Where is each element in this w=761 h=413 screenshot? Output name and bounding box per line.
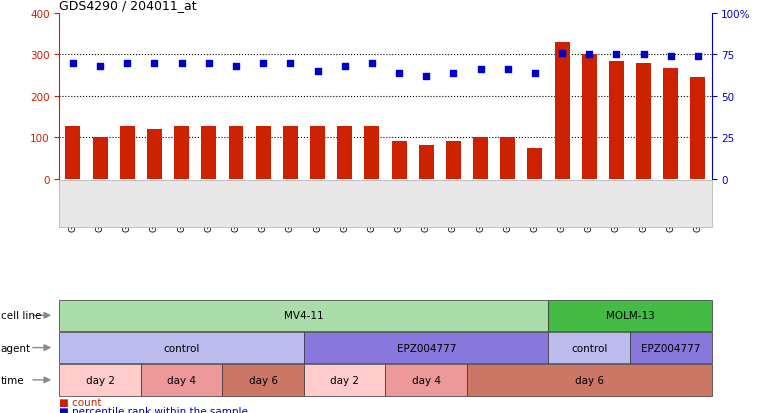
Point — [366, 60, 378, 67]
Text: EPZ004777: EPZ004777 — [396, 343, 456, 353]
Point — [339, 64, 351, 70]
Bar — [636, 64, 651, 180]
Bar — [527, 149, 543, 180]
Text: GDS4290 / 204011_at: GDS4290 / 204011_at — [59, 0, 197, 12]
Bar — [174, 126, 189, 180]
Point — [202, 60, 215, 67]
Text: ■ count: ■ count — [59, 397, 102, 407]
Text: cell line: cell line — [1, 311, 41, 320]
Bar — [93, 138, 107, 180]
Point — [230, 64, 242, 70]
Point — [556, 50, 568, 57]
Point — [257, 60, 269, 67]
Point — [148, 60, 161, 67]
Text: day 6: day 6 — [249, 375, 278, 385]
Text: control: control — [164, 343, 200, 353]
Bar — [365, 126, 379, 180]
Point — [529, 70, 541, 77]
Point — [447, 70, 460, 77]
Point — [393, 70, 405, 77]
Bar — [256, 126, 271, 180]
Bar — [500, 138, 515, 180]
Point — [583, 52, 595, 59]
Point — [474, 67, 486, 74]
Point — [311, 69, 323, 75]
Bar — [581, 55, 597, 180]
Point — [285, 60, 297, 67]
Point — [67, 60, 79, 67]
Bar — [664, 69, 678, 180]
Text: MV4-11: MV4-11 — [284, 311, 323, 320]
Bar — [473, 138, 488, 180]
Bar — [337, 126, 352, 180]
Text: ■ percentile rank within the sample: ■ percentile rank within the sample — [59, 406, 248, 413]
Bar — [310, 126, 325, 180]
Text: time: time — [1, 375, 24, 385]
Point — [664, 54, 677, 60]
Text: day 6: day 6 — [575, 375, 603, 385]
Point — [420, 74, 432, 80]
Bar — [609, 62, 624, 180]
Text: day 2: day 2 — [330, 375, 359, 385]
Text: day 2: day 2 — [86, 375, 115, 385]
Point — [638, 52, 650, 59]
Text: day 4: day 4 — [167, 375, 196, 385]
Bar — [65, 126, 81, 180]
Bar — [283, 126, 298, 180]
Point — [94, 64, 107, 70]
Bar — [119, 126, 135, 180]
Point — [501, 67, 514, 74]
Bar — [555, 43, 569, 180]
Bar — [147, 130, 162, 180]
Text: control: control — [571, 343, 607, 353]
Text: agent: agent — [1, 343, 31, 353]
Bar — [392, 142, 406, 180]
Point — [121, 60, 133, 67]
Point — [610, 52, 622, 59]
Point — [176, 60, 188, 67]
Text: EPZ004777: EPZ004777 — [641, 343, 700, 353]
Text: day 4: day 4 — [412, 375, 441, 385]
Point — [692, 54, 704, 60]
Text: MOLM-13: MOLM-13 — [606, 311, 654, 320]
Bar — [446, 142, 461, 180]
Bar — [202, 126, 216, 180]
Bar — [228, 126, 244, 180]
Bar — [690, 78, 705, 180]
Bar — [419, 146, 434, 180]
